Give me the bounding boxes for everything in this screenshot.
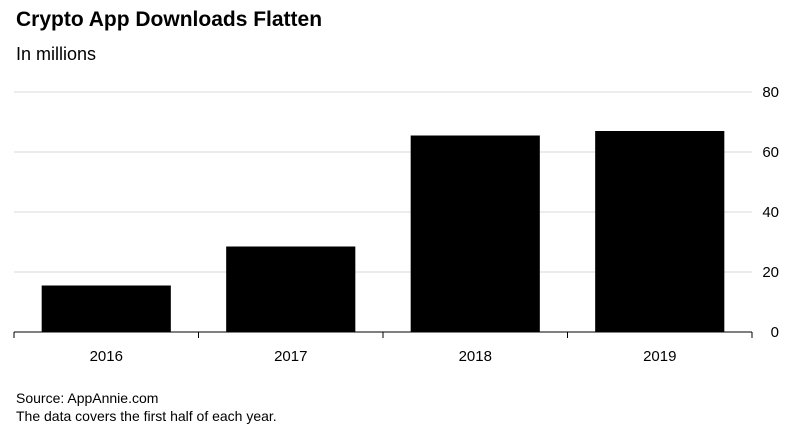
chart-title: Crypto App Downloads Flatten: [16, 8, 323, 31]
bar-2017: [226, 246, 356, 332]
y-tick-label-40: 40: [762, 204, 779, 221]
x-tick-label-2016: 2016: [90, 348, 123, 365]
data-note: The data covers the first half of each y…: [16, 408, 277, 424]
y-tick-label-60: 60: [762, 144, 779, 161]
bar-chart: 0 20 40 60 80 2016 2017 2018 2019: [13, 84, 779, 365]
y-tick-label-0: 0: [771, 324, 779, 341]
x-tick-label-2018: 2018: [459, 348, 492, 365]
bar-2019: [595, 131, 725, 332]
chart-footer: Source: AppAnnie.com The data covers the…: [16, 389, 277, 425]
y-tick-label-20: 20: [762, 264, 779, 281]
x-tick-label-2017: 2017: [274, 348, 307, 365]
x-tick-label-2019: 2019: [643, 348, 676, 365]
bar-2018: [410, 135, 540, 332]
y-tick-label-80: 80: [762, 84, 779, 101]
bar-2016: [41, 285, 171, 332]
source-note: Source: AppAnnie.com: [16, 390, 159, 406]
chart-subtitle: In millions: [16, 44, 97, 64]
